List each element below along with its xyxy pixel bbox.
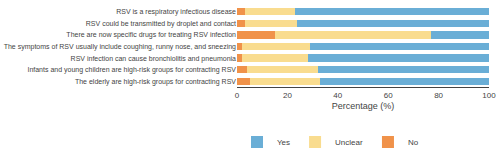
svg-text:80: 80	[434, 91, 443, 100]
svg-text:RSV infection can cause bronch: RSV infection can cause bronchiolitis an…	[71, 55, 236, 63]
svg-text:Percentage (%): Percentage (%)	[332, 101, 395, 111]
svg-text:0: 0	[235, 91, 240, 100]
svg-text:Infants and young children are: Infants and young children are high-risk…	[27, 66, 236, 74]
svg-text:RSV could be transmitted by dr: RSV could be transmitted by droplet and …	[86, 20, 236, 28]
svg-text:Unclear: Unclear	[335, 138, 363, 147]
svg-text:There are now specific drugs f: There are now specific drugs for treatin…	[66, 31, 236, 39]
svg-text:60: 60	[384, 91, 393, 100]
svg-text:Yes: Yes	[277, 138, 290, 147]
svg-text:RSV is a respiratory infectiou: RSV is a respiratory infectious disease	[116, 8, 236, 16]
svg-text:The symptoms of RSV usually in: The symptoms of RSV usually include coug…	[4, 43, 236, 51]
svg-text:40: 40	[333, 91, 342, 100]
svg-text:The elderly are high-risk grou: The elderly are high-risk groups for con…	[75, 78, 236, 86]
svg-text:No: No	[408, 138, 419, 147]
svg-text:20: 20	[283, 91, 292, 100]
svg-text:100: 100	[482, 91, 496, 100]
